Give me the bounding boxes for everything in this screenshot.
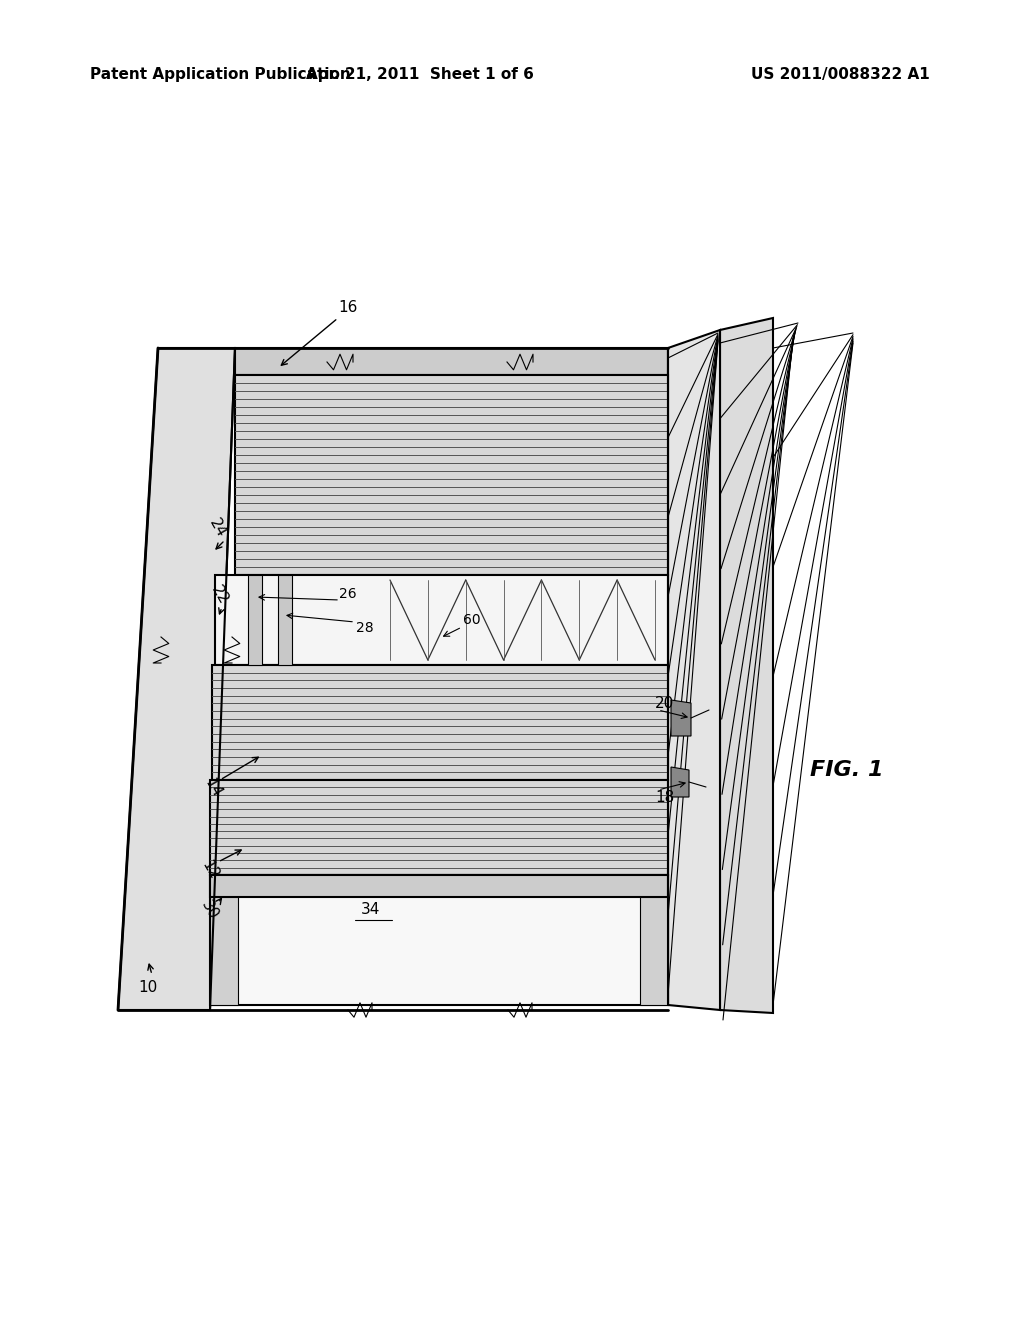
Polygon shape xyxy=(210,875,668,898)
Text: Apr. 21, 2011  Sheet 1 of 6: Apr. 21, 2011 Sheet 1 of 6 xyxy=(306,67,534,82)
Text: FIG. 1: FIG. 1 xyxy=(810,760,884,780)
Text: 60: 60 xyxy=(463,612,481,627)
Text: 14: 14 xyxy=(202,776,224,800)
Polygon shape xyxy=(668,330,720,1010)
Polygon shape xyxy=(210,780,668,875)
Polygon shape xyxy=(234,375,668,576)
Text: 12: 12 xyxy=(199,858,221,882)
Polygon shape xyxy=(671,700,691,737)
Text: Patent Application Publication: Patent Application Publication xyxy=(90,67,351,82)
Polygon shape xyxy=(118,348,234,1010)
Text: US 2011/0088322 A1: US 2011/0088322 A1 xyxy=(751,67,930,82)
Polygon shape xyxy=(278,576,292,665)
Text: 26: 26 xyxy=(339,587,356,601)
Text: 24: 24 xyxy=(207,516,229,540)
Text: 22: 22 xyxy=(209,583,231,607)
Polygon shape xyxy=(234,348,668,375)
Polygon shape xyxy=(212,665,668,780)
Polygon shape xyxy=(671,767,689,797)
Polygon shape xyxy=(640,898,668,1005)
Polygon shape xyxy=(248,576,262,665)
Polygon shape xyxy=(210,875,668,1005)
Polygon shape xyxy=(720,318,773,1012)
Text: 18: 18 xyxy=(655,791,675,805)
Text: 16: 16 xyxy=(338,301,357,315)
Text: 20: 20 xyxy=(655,696,675,710)
Text: 10: 10 xyxy=(138,981,158,995)
Polygon shape xyxy=(210,898,238,1005)
Polygon shape xyxy=(215,576,668,665)
Text: 28: 28 xyxy=(356,620,374,635)
Text: 30: 30 xyxy=(199,898,221,923)
Text: 34: 34 xyxy=(360,903,380,917)
